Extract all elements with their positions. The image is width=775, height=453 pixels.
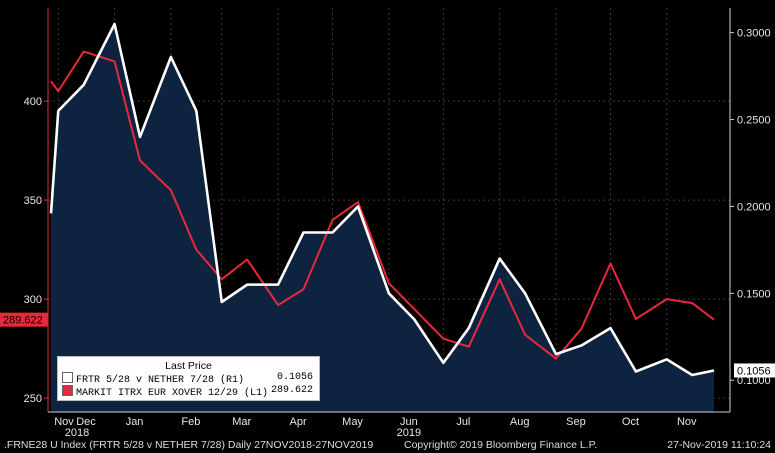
x-tick-label: Oct	[622, 416, 639, 428]
left-tick-label: 400	[24, 96, 42, 108]
x-tick-label: Apr	[289, 416, 306, 428]
x-tick-label: Jun	[400, 416, 418, 428]
right-axis-ticks: 0.1000 0.1500 0.2000 0.2500 0.3000	[730, 28, 771, 387]
legend-label-red: MARKIT ITRX EUR XOVER 12/29 (L1)	[76, 388, 269, 399]
legend-label-white: FRTR 5/28 v NETHER 7/28 (R1)	[76, 375, 245, 386]
right-axis-marker	[734, 363, 775, 378]
right-tick-label: 0.2000	[737, 201, 771, 213]
series-line-red	[50, 50, 715, 360]
right-tick-label: 0.1000	[737, 375, 771, 387]
area-fill-white-series	[51, 23, 714, 412]
left-axis-marker	[0, 312, 48, 327]
x-tick-label: May	[342, 416, 363, 428]
series-lines	[49, 22, 715, 377]
x-tick-label: Nov	[54, 416, 74, 428]
x-tick-label: Feb	[181, 416, 200, 428]
x-tick-label: Nov	[677, 416, 697, 428]
left-tick-label: 300	[24, 294, 42, 306]
legend-value-red: 289.622	[270, 385, 313, 396]
x-tick-label: Jul	[456, 416, 470, 428]
x-tick-label: Jan	[126, 416, 144, 428]
left-axis-marker-label: 289.622	[3, 315, 43, 327]
footer: .FRNE28 U Index (FRTR 5/28 v NETHER 7/28…	[0, 437, 775, 453]
left-tick-label: 350	[24, 195, 42, 207]
x-tick-year: 2018	[65, 427, 89, 439]
left-axis-ticks: 250 300 350 400	[24, 96, 48, 405]
footer-center: Copyright© 2019 Bloomberg Finance L.P.	[404, 439, 598, 451]
x-tick-year: 2019	[397, 427, 421, 439]
legend-entry-red: MARKIT ITRX EUR XOVER 12/29 (L1) 289.622	[62, 385, 313, 399]
right-tick-label: 0.1500	[737, 288, 771, 300]
legend-value-white: 0.1056	[276, 372, 313, 383]
area-fill	[51, 23, 714, 412]
left-tick-label: 250	[24, 393, 42, 405]
right-tick-label: 0.2500	[737, 115, 771, 127]
right-tick-label: 0.3000	[737, 28, 771, 40]
x-tick-label: Aug	[510, 416, 530, 428]
legend-entry-white: FRTR 5/28 v NETHER 7/28 (R1) 0.1056	[62, 372, 313, 386]
legend-header: Last Price	[165, 360, 212, 372]
footer-right: 27-Nov-2019 11:10:24	[667, 439, 771, 451]
x-tick-label: Mar	[232, 416, 251, 428]
legend: Last Price FRTR 5/28 v NETHER 7/28 (R1) …	[57, 356, 320, 401]
series-line-white	[49, 22, 715, 377]
axis-markers: 289.622 0.1056	[0, 312, 775, 378]
footer-left: .FRNE28 U Index (FRTR 5/28 v NETHER 7/28…	[4, 439, 374, 451]
x-tick-label: Sep	[566, 416, 586, 428]
legend-swatch-white	[62, 372, 73, 383]
right-axis-marker-label: 0.1056	[737, 365, 771, 377]
x-tick-label: Dec	[76, 416, 96, 428]
plot-frame	[47, 8, 731, 413]
legend-swatch-red	[62, 385, 73, 396]
